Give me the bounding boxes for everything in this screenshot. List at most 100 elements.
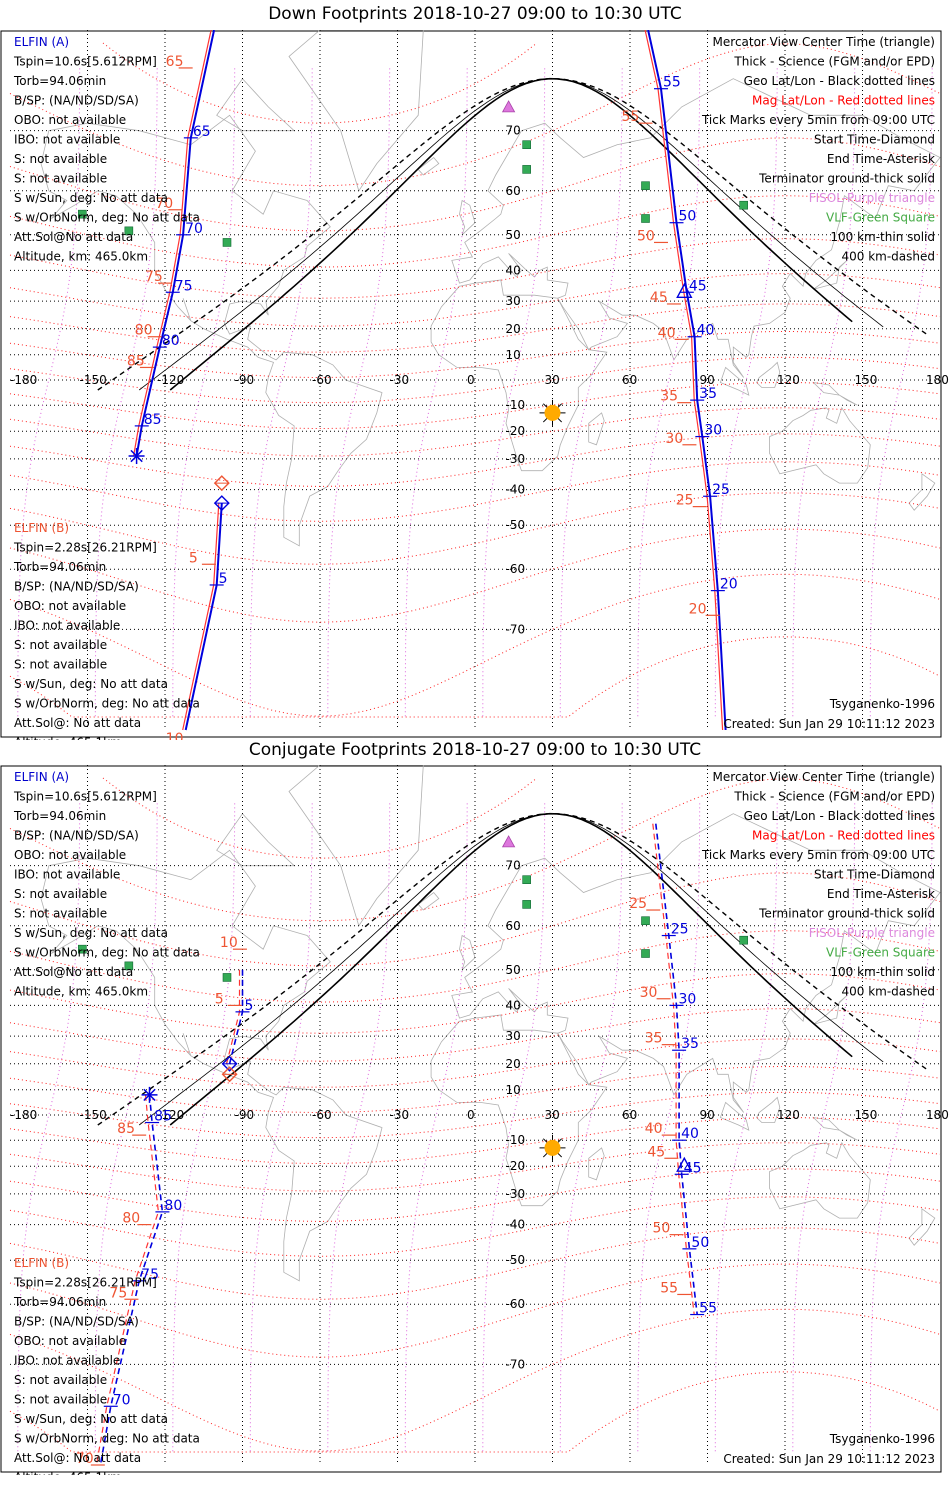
terminator-ground <box>169 77 853 391</box>
lon-tick-label: 90 <box>700 373 715 387</box>
mag-latitude <box>9 1142 941 1192</box>
spacecraft-info-line: IBO: not available <box>14 868 120 882</box>
footprint-map-conjugate: -180 -150 -120 -90 -60 -30 0 30 60 90 120 150 180 70 6… <box>0 765 949 1476</box>
legend-entry: FISOL-Purple triangle <box>809 191 935 205</box>
panel-frame <box>0 30 942 738</box>
track-b-blue-time-label: 5 <box>219 571 228 587</box>
coastline <box>908 1208 936 1246</box>
track-a-east-blue-time-label: 50 <box>691 1235 709 1251</box>
track-b-red-time-label: 10 <box>220 935 238 951</box>
track-b-red-time-label: 10 <box>166 731 184 740</box>
track-a-red-time-label: 75 <box>109 1285 127 1301</box>
track-a-east-red-time-label: 35 <box>660 389 678 405</box>
lon-tick-label: 180 <box>926 1108 949 1122</box>
spacecraft-header: ELFIN (B) <box>14 521 69 535</box>
mag-latitude <box>9 492 941 565</box>
mag-meridian <box>172 67 236 717</box>
spacecraft-info-line: S w/OrbNorm, deg: No att data <box>14 211 200 225</box>
spacecraft-info-line: S w/Sun, deg: No att data <box>14 926 168 940</box>
mag-meridian <box>327 802 391 1452</box>
track-a-east-blue-time-label: 40 <box>697 323 715 339</box>
coastline <box>430 279 608 472</box>
mag-latitude <box>9 1091 941 1139</box>
track-b-blue-time-label: 5 <box>245 998 254 1014</box>
track-a-red-time-label: 70 <box>76 1451 94 1467</box>
lon-tick-label: 0 <box>467 1108 475 1122</box>
spacecraft-info-line: Altitude: 465.1km <box>14 1471 122 1476</box>
mag-meridian <box>17 802 81 1452</box>
lat-tick-label: -60 <box>506 562 526 576</box>
start-time-diamond <box>213 495 230 512</box>
track-a-blue-time-label: 80 <box>164 1198 182 1214</box>
spacecraft-header: ELFIN (A) <box>14 770 69 784</box>
vlf-square <box>222 238 232 247</box>
lon-tick-label: 60 <box>622 373 637 387</box>
track-a-east-blue-time-label: 35 <box>681 1036 699 1052</box>
spacecraft-info-line: S w/Sun, deg: No att data <box>14 1412 168 1426</box>
mag-meridian <box>559 802 623 1452</box>
track-a-blue-time-label: 70 <box>185 221 203 237</box>
lat-tick-label: 60 <box>506 184 521 198</box>
track-a-east <box>655 823 698 1315</box>
coastline <box>719 366 750 396</box>
spacecraft-info-line: S: not available <box>14 887 107 901</box>
lon-tick-label: -150 <box>80 373 107 387</box>
track-a-blue-time-label: 75 <box>175 278 193 294</box>
coastline <box>908 473 936 511</box>
lat-tick-label: 40 <box>506 263 521 277</box>
mag-meridian <box>17 67 81 717</box>
track-a-red-time-label: 80 <box>122 1211 140 1227</box>
coastline <box>756 361 781 388</box>
center-time-triangle <box>676 282 693 298</box>
spacecraft-info-line: Torb=94.06min <box>13 74 106 88</box>
vlf-square <box>78 209 87 219</box>
fisol-triangle <box>501 100 516 113</box>
track-a-east-mag <box>644 30 724 731</box>
vlf-square <box>641 181 650 191</box>
lat-tick-label: -70 <box>506 1357 526 1371</box>
legend-entry: FISOL-Purple triangle <box>809 926 935 940</box>
sun-disk <box>544 404 561 421</box>
lon-tick-label: 120 <box>777 373 800 387</box>
spacecraft-info-line: S: not available <box>14 1393 107 1407</box>
end-time-asterisk <box>143 1088 156 1102</box>
legend-entry: 100 km-thin solid <box>830 965 935 979</box>
spacecraft-info-line: S w/Sun, deg: No att data <box>14 677 168 691</box>
lon-tick-label: -60 <box>312 373 332 387</box>
track-a-east-red-time-label: 55 <box>622 109 640 125</box>
track-a-east-blue-time-label: 25 <box>712 482 730 498</box>
legend-entry: Tick Marks every 5min from 09:00 UTC <box>701 113 935 127</box>
geo-grid <box>10 30 940 730</box>
spacecraft-info-line: Tspin=10.6s[5.612RPM] <box>13 55 157 69</box>
legend-entry: Geo Lat/Lon - Black dotted lines <box>744 809 935 823</box>
legend-entry: Start Time-Diamond <box>814 133 935 147</box>
track-a-east <box>647 30 727 731</box>
spacecraft-info-line: Tspin=2.28s[26.21RPM] <box>13 541 157 555</box>
mag-latitude <box>9 1263 941 1358</box>
mag-latitude <box>9 356 941 404</box>
lat-tick-label: -40 <box>506 1218 526 1232</box>
lon-tick-label: 30 <box>545 1108 560 1122</box>
mag-meridian <box>869 802 933 1452</box>
lon-tick-label: -90 <box>235 373 255 387</box>
legend-entry: Start Time-Diamond <box>814 868 935 882</box>
lat-tick-label: -20 <box>506 424 526 438</box>
coastline <box>812 1116 858 1141</box>
track-a-red-time-label: 85 <box>117 1121 135 1137</box>
mag-meridian <box>404 67 468 717</box>
track-a-east-blue-time-label: 55 <box>663 75 681 91</box>
vlf-square <box>222 973 232 982</box>
panel-title-down: Down Footprints 2018-10-27 09:00 to 10:3… <box>268 4 682 24</box>
coastline <box>451 813 941 1113</box>
spacecraft-info-line: Torb=94.06min <box>13 560 106 574</box>
lat-tick-label: 40 <box>506 998 521 1012</box>
mag-latitude <box>9 1227 941 1300</box>
lat-tick-label: 10 <box>506 348 521 362</box>
land-outlines <box>40 765 941 1282</box>
spacecraft-info-line: OBO: not available <box>14 599 126 613</box>
spacecraft-info-line: B/SP: (NA/ND/SD/SA) <box>14 580 139 594</box>
legend-entry: VLF-Green Square <box>826 946 935 960</box>
fisol-triangle <box>501 835 516 848</box>
terminator-100km <box>138 78 884 391</box>
lat-tick-label: 70 <box>506 859 521 873</box>
